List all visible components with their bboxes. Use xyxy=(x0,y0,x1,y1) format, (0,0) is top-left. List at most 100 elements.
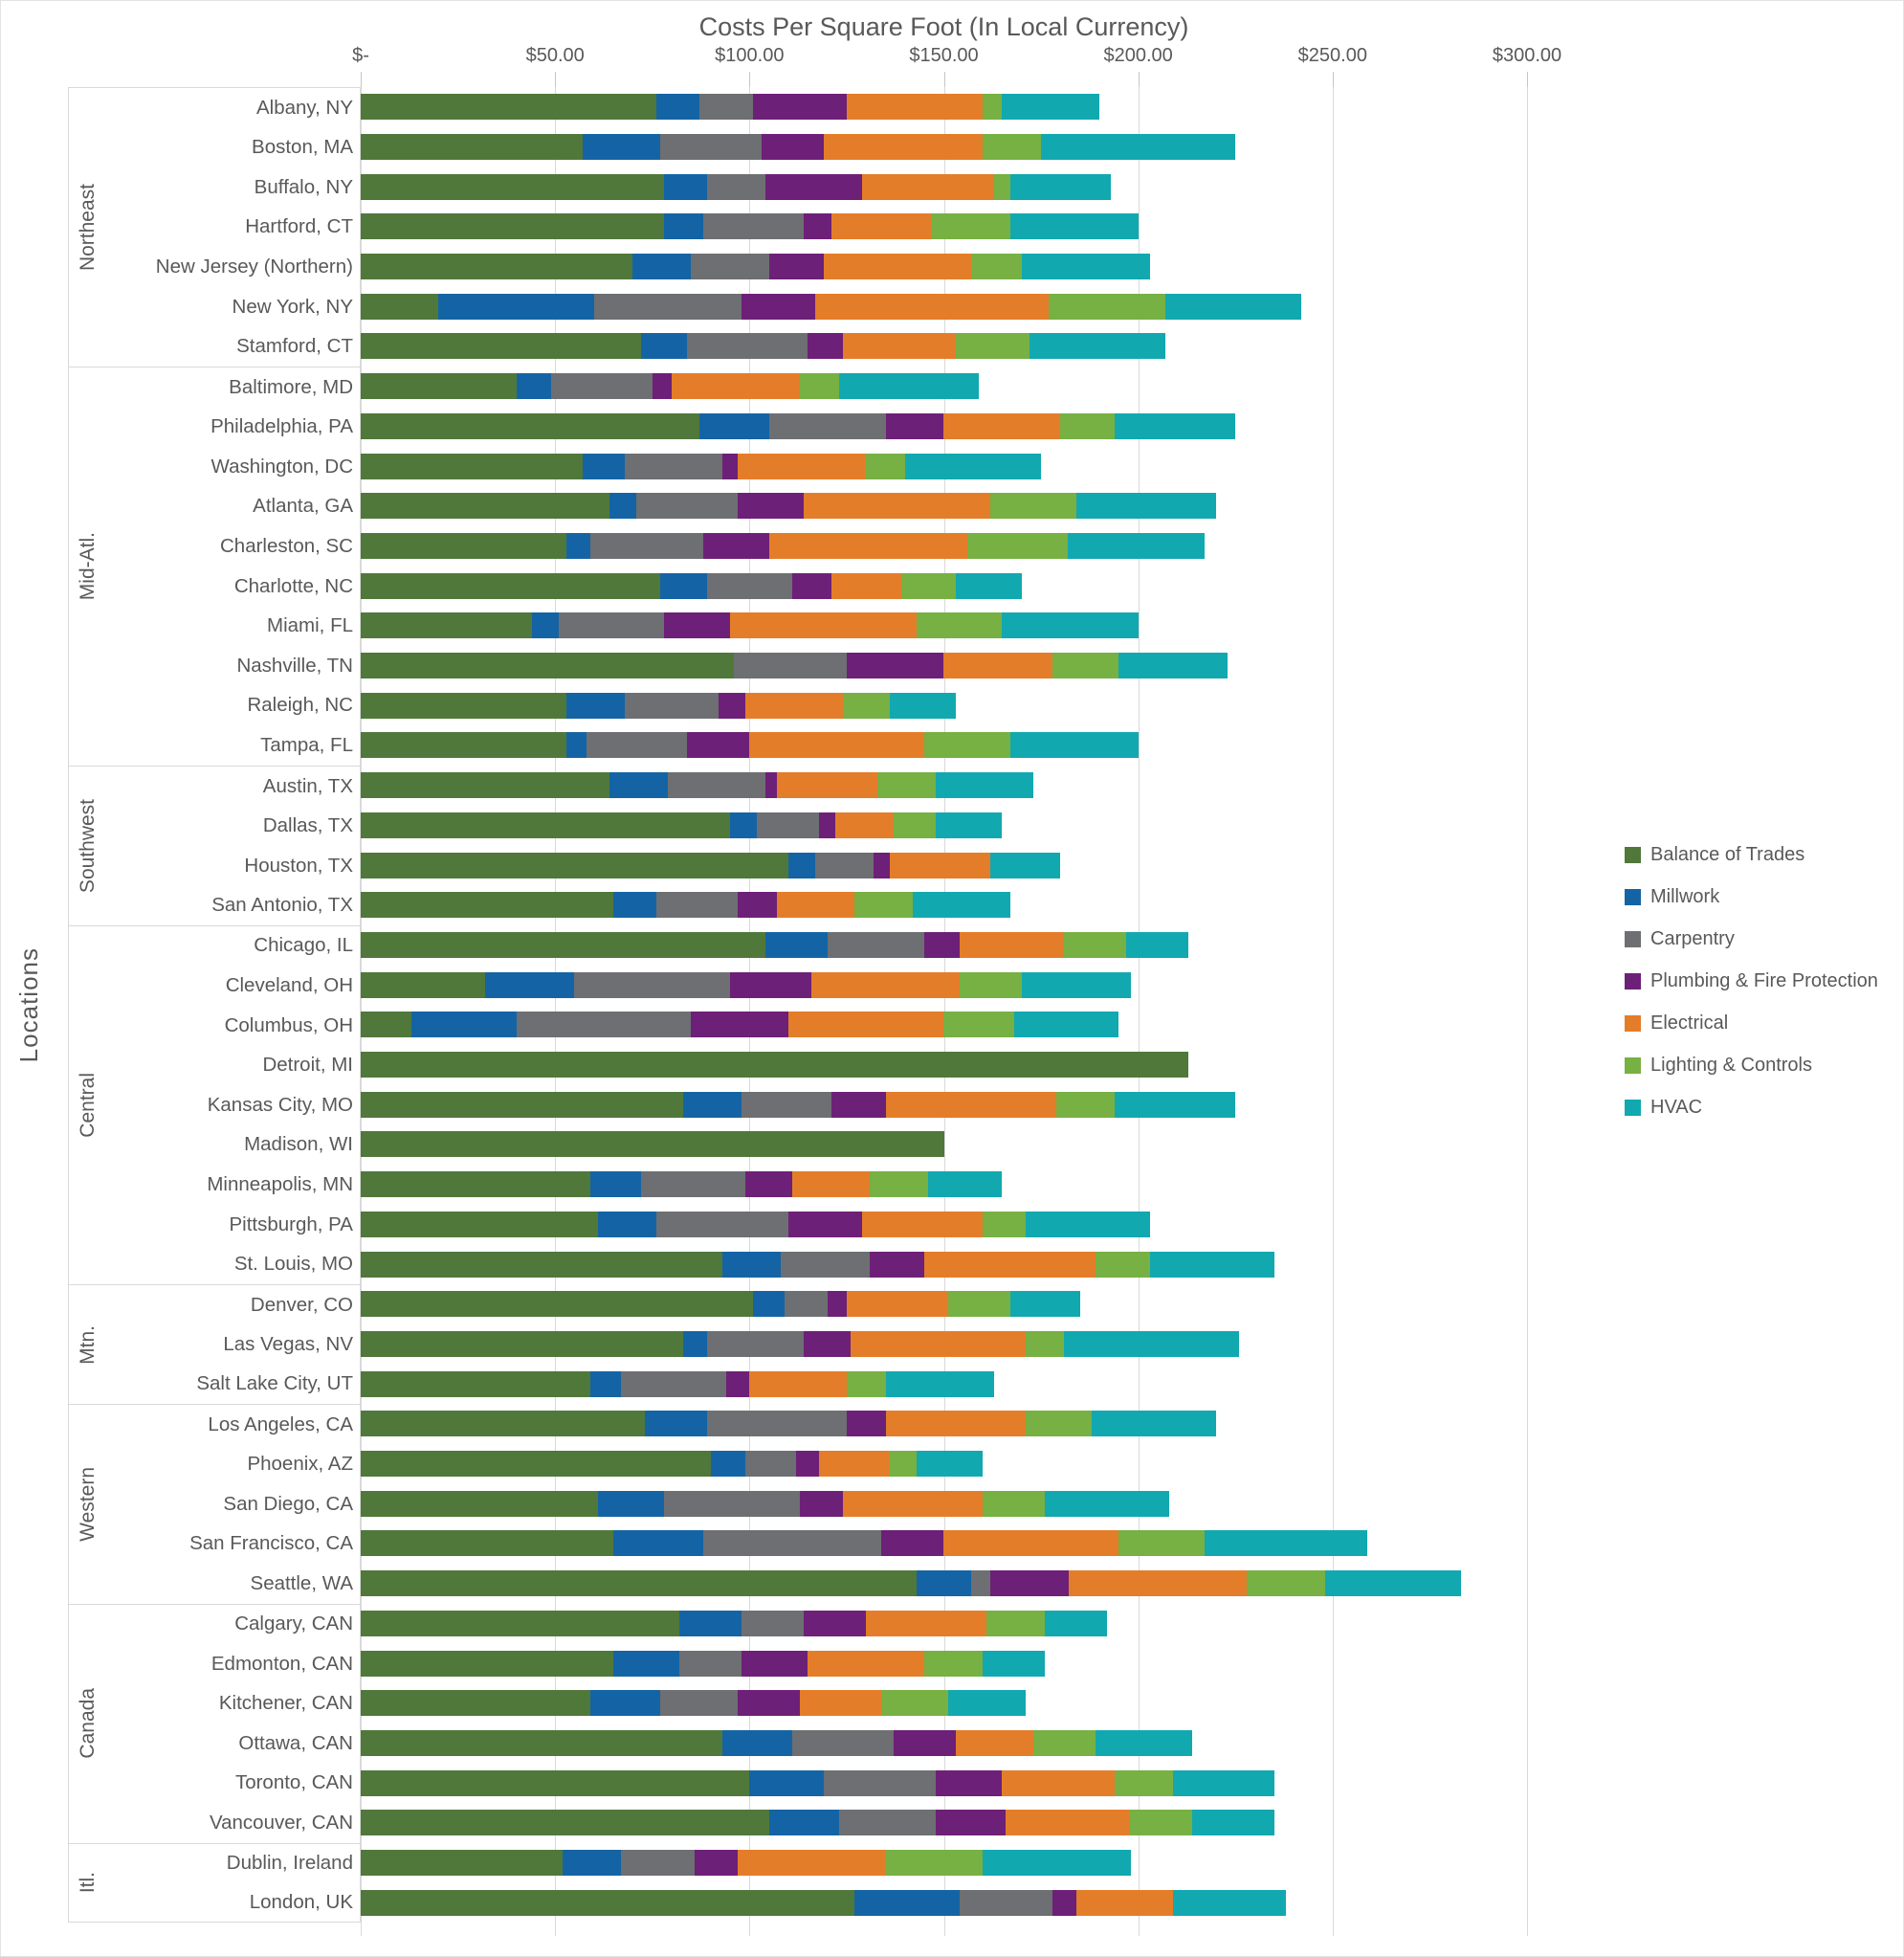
bar-segment-electrical xyxy=(866,1610,987,1636)
bar-segment-plumbing-fire-protection xyxy=(874,852,890,878)
bar-segment-lighting-controls xyxy=(1118,1530,1205,1557)
bar-segment-hvac xyxy=(1126,932,1189,959)
bar-segment-balance-of-trades xyxy=(361,812,731,838)
bar-segment-hvac xyxy=(1192,1810,1274,1836)
stacked-bar xyxy=(361,732,1139,759)
stacked-bar xyxy=(361,293,1302,320)
bar-segment-hvac xyxy=(1173,1889,1287,1916)
bar-segment-hvac xyxy=(1115,1091,1236,1118)
bar-segment-plumbing-fire-protection xyxy=(725,1370,750,1397)
gridline xyxy=(1332,87,1334,1923)
bar-segment-hvac xyxy=(1002,94,1099,121)
bar-segment-lighting-controls xyxy=(932,213,1010,240)
bar-row xyxy=(361,1364,1527,1404)
bar-segment-plumbing-fire-protection xyxy=(881,1530,944,1557)
stacked-bar xyxy=(361,852,1061,878)
bar-segment-electrical xyxy=(862,173,995,200)
location-label: Detroit, MI xyxy=(262,1054,353,1077)
bar-row xyxy=(361,606,1527,646)
bar-segment-plumbing-fire-protection xyxy=(819,812,835,838)
region-bars xyxy=(361,1604,1527,1843)
location-label: Boston, MA xyxy=(252,136,353,159)
bar-segment-balance-of-trades xyxy=(361,293,439,320)
stacked-bar xyxy=(361,772,1033,799)
bar-segment-electrical xyxy=(729,612,918,639)
bar-segment-lighting-controls xyxy=(943,1012,1014,1038)
bar-row xyxy=(361,1045,1527,1085)
bar-segment-balance-of-trades xyxy=(361,1729,722,1756)
location-label: Atlanta, GA xyxy=(253,495,353,518)
location-label: Hartford, CT xyxy=(245,215,353,238)
bar-segment-balance-of-trades xyxy=(361,1610,680,1636)
bar-segment-hvac xyxy=(1041,134,1236,161)
bar-segment-carpentry xyxy=(516,1012,692,1038)
region-group: Western Los Angeles, CA Phoenix, AZ San Die… xyxy=(68,1404,1527,1604)
location-label: Kitchener, CAN xyxy=(218,1692,353,1715)
stacked-bar xyxy=(361,812,1003,838)
bar-segment-electrical xyxy=(862,1211,984,1237)
bar-segment-electrical xyxy=(943,653,1053,679)
bar-segment-hvac xyxy=(1009,1291,1080,1318)
legend-label: Lighting & Controls xyxy=(1650,1054,1812,1076)
bar-segment-balance-of-trades xyxy=(361,692,567,719)
legend-label: Carpentry xyxy=(1650,927,1735,949)
bar-segment-balance-of-trades xyxy=(361,134,583,161)
bar-segment-carpentry xyxy=(679,1650,742,1677)
bar-segment-carpentry xyxy=(745,1451,797,1478)
bar-segment-carpentry xyxy=(815,852,875,878)
bar-row xyxy=(361,1244,1527,1284)
region-bars xyxy=(361,1284,1527,1404)
location-label: Baltimore, MD xyxy=(229,375,353,398)
bar-segment-millwork xyxy=(730,812,758,838)
region-label-box: Western Los Angeles, CA Phoenix, AZ San Die… xyxy=(68,1404,361,1604)
legend-swatch xyxy=(1625,930,1641,947)
bar-segment-lighting-controls xyxy=(924,732,1010,759)
stacked-bar xyxy=(361,1650,1046,1677)
x-axis-tick-label: $- xyxy=(352,45,369,66)
bar-segment-lighting-controls xyxy=(1025,1411,1092,1437)
region-group: Canada Calgary, CAN Edmonton, CAN Kitchener… xyxy=(68,1603,1527,1843)
location-labels: Los Angeles, CA Phoenix, AZ San Diego, CA S… xyxy=(107,1405,360,1604)
bar-segment-plumbing-fire-protection xyxy=(796,1451,820,1478)
bar-row xyxy=(361,806,1527,846)
bar-segment-lighting-controls xyxy=(889,1451,917,1478)
bar-segment-lighting-controls xyxy=(1056,1091,1116,1118)
bar-row xyxy=(361,1683,1527,1723)
bar-segment-lighting-controls xyxy=(955,333,1029,360)
bar-segment-balance-of-trades xyxy=(361,453,583,479)
bar-segment-hvac xyxy=(917,1451,984,1478)
bar-segment-hvac xyxy=(1021,971,1131,998)
stacked-bar xyxy=(361,612,1139,639)
region-bars xyxy=(361,87,1527,367)
x-axis-bottom-tick-mark xyxy=(943,1923,945,1936)
stacked-bar xyxy=(361,373,980,400)
gridline xyxy=(1138,87,1140,1923)
bar-segment-lighting-controls xyxy=(986,1610,1046,1636)
bar-segment-electrical xyxy=(943,1530,1119,1557)
x-axis-tick-label: $50.00 xyxy=(525,45,585,66)
bar-segment-lighting-controls xyxy=(1064,932,1127,959)
bar-segment-carpentry xyxy=(742,1091,831,1118)
bar-segment-lighting-controls xyxy=(1060,412,1116,439)
bar-segment-balance-of-trades xyxy=(361,1091,684,1118)
bar-segment-carpentry xyxy=(621,1370,726,1397)
bar-segment-carpentry xyxy=(702,213,805,240)
stacked-bar xyxy=(361,1012,1119,1038)
bar-segment-balance-of-trades xyxy=(361,892,614,919)
region-bars xyxy=(361,1843,1527,1923)
bar-segment-hvac xyxy=(904,453,1042,479)
bar-segment-carpentry xyxy=(838,1810,937,1836)
stacked-bar xyxy=(361,932,1189,959)
bar-segment-carpentry xyxy=(687,333,808,360)
bar-segment-plumbing-fire-protection xyxy=(738,1690,801,1717)
bar-segment-electrical xyxy=(889,852,991,878)
bar-row xyxy=(361,646,1527,686)
bar-row xyxy=(361,1005,1527,1045)
location-label: San Antonio, TX xyxy=(211,893,353,916)
stacked-bar xyxy=(361,1810,1274,1836)
location-labels: Baltimore, MD Philadelphia, PA Washington,… xyxy=(107,367,360,766)
legend-label: Electrical xyxy=(1650,1012,1729,1034)
stacked-bar xyxy=(361,1610,1108,1636)
bar-segment-lighting-controls xyxy=(1247,1570,1325,1597)
bar-row xyxy=(361,87,1527,127)
